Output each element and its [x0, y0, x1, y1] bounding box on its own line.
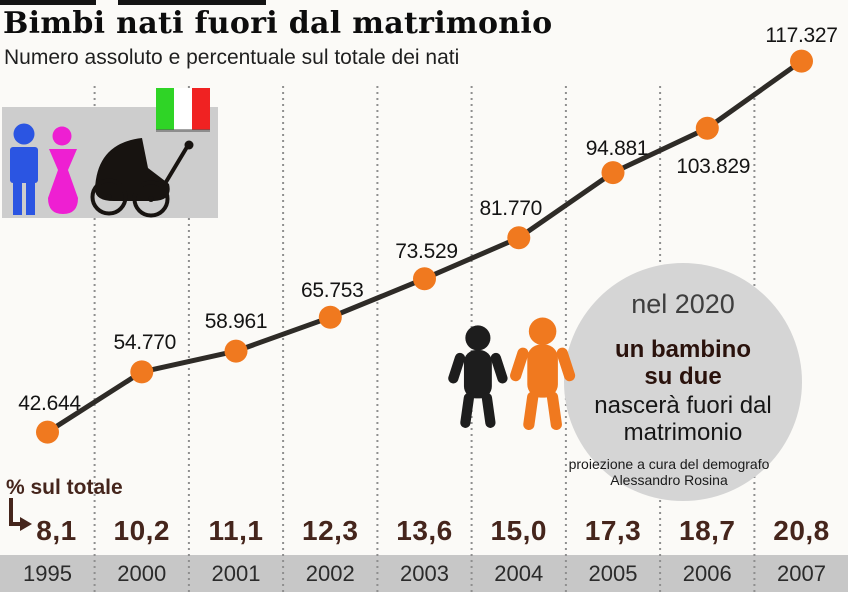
- page-edge-rule: [0, 0, 96, 5]
- man-icon: [10, 123, 38, 215]
- annotation-bold-text: un bambino su due: [615, 336, 751, 390]
- data-point: [695, 116, 719, 140]
- value-label: 58.961: [204, 310, 268, 334]
- data-point: [318, 305, 342, 329]
- value-label: 73.529: [395, 239, 458, 263]
- percent-axis-label: % sul totale: [6, 476, 123, 499]
- annotation-heading: nel 2020: [631, 289, 735, 319]
- value-label: 94.881: [585, 136, 649, 160]
- page-edge-rule: [118, 0, 266, 5]
- page-title: Bimbi nati fuori dal matrimonio: [3, 6, 553, 41]
- baby-pictograms: [448, 317, 576, 431]
- percent-value: 11,1: [208, 515, 264, 546]
- percent-value: 13,6: [396, 515, 453, 546]
- percent-value: 20,8: [773, 515, 830, 546]
- baby-icon-dark: [448, 325, 508, 428]
- value-label: 81.770: [479, 196, 543, 220]
- stroller-icon: [90, 138, 194, 218]
- percent-value: 10,2: [113, 515, 170, 546]
- page-subtitle: Numero assoluto e percentuale sul totale…: [4, 46, 460, 69]
- data-point: [413, 267, 436, 291]
- data-point: [601, 161, 625, 185]
- baby-icon-orange: [510, 317, 576, 431]
- data-point: [507, 226, 531, 250]
- data-point: [224, 339, 248, 363]
- percent-value: 17,3: [584, 515, 642, 546]
- italy-flag-icon: [156, 88, 210, 130]
- corner-down-right-arrow-icon: [9, 498, 32, 531]
- year-axis-band: [0, 555, 848, 592]
- percent-value: 12,3: [302, 515, 359, 546]
- percent-value: 15,0: [490, 515, 547, 546]
- percent-value: 8,1: [36, 515, 77, 546]
- value-label: 117.327: [765, 24, 838, 48]
- flag-shadow: [156, 129, 210, 132]
- value-label: 103.829: [676, 155, 751, 179]
- woman-icon: [48, 126, 78, 214]
- annotation-source: proiezione a cura del demografo Alessand…: [568, 456, 770, 488]
- data-point: [130, 360, 154, 384]
- annotation-text: nascerà fuori dal matrimonio: [594, 392, 772, 446]
- data-point: [790, 49, 813, 73]
- value-label: 65.753: [301, 279, 364, 303]
- percent-value: 18,7: [679, 515, 736, 546]
- value-label: 42.644: [18, 392, 81, 416]
- data-point: [36, 420, 59, 444]
- value-label: 54.770: [113, 330, 177, 354]
